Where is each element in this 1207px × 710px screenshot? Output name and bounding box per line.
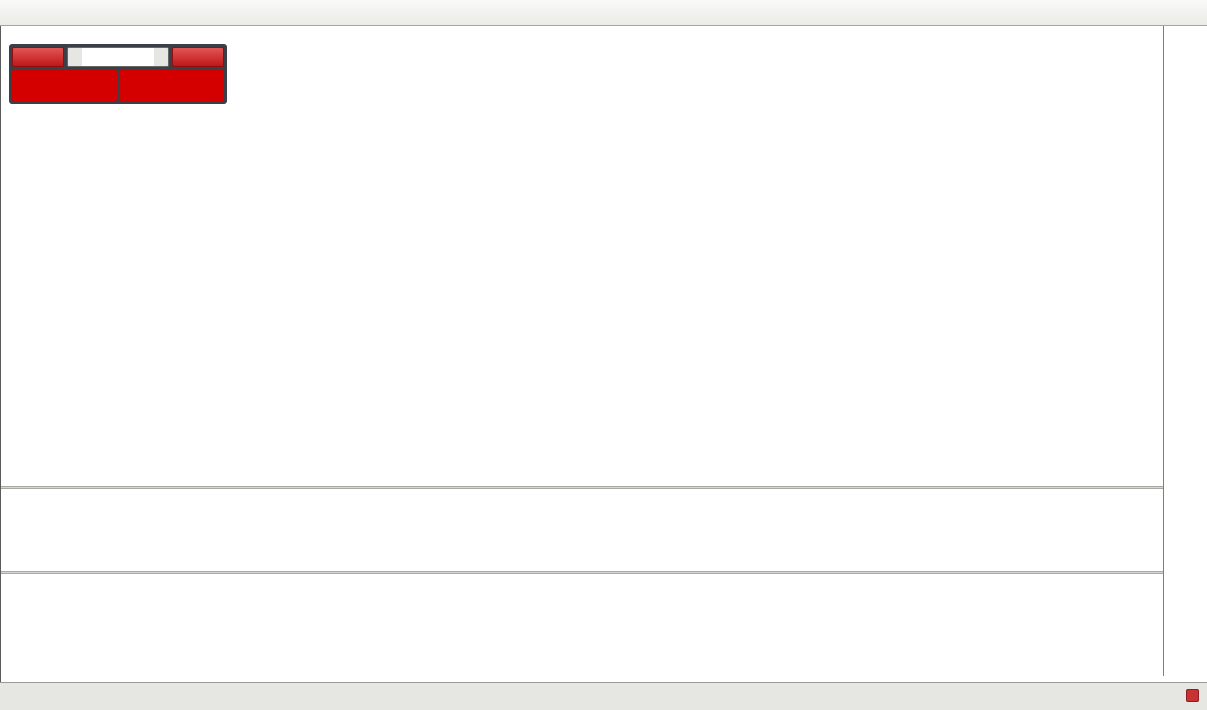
sell-price-display[interactable] (12, 70, 117, 101)
volume-decrease-icon[interactable] (68, 48, 82, 66)
pane-splitter-macd[interactable] (1, 486, 1163, 489)
rsi-pane[interactable] (1, 574, 1163, 654)
timeframe-toolbar (0, 0, 1207, 26)
date-axis[interactable] (1, 654, 1163, 676)
price-axis[interactable] (1163, 26, 1207, 676)
buy-button[interactable] (172, 47, 224, 67)
chart-tabbar (0, 682, 1207, 710)
one-click-trading-panel (9, 44, 227, 104)
volume-increase-icon[interactable] (154, 48, 168, 66)
volume-control (67, 47, 169, 67)
sell-button[interactable] (12, 47, 64, 67)
macd-pane[interactable] (1, 489, 1163, 571)
chart-window[interactable] (0, 26, 1207, 682)
buy-price-display[interactable] (119, 70, 224, 101)
pane-splitter-rsi[interactable] (1, 571, 1163, 574)
tabbar-red-icon[interactable] (1186, 689, 1199, 702)
volume-input[interactable] (82, 48, 154, 66)
